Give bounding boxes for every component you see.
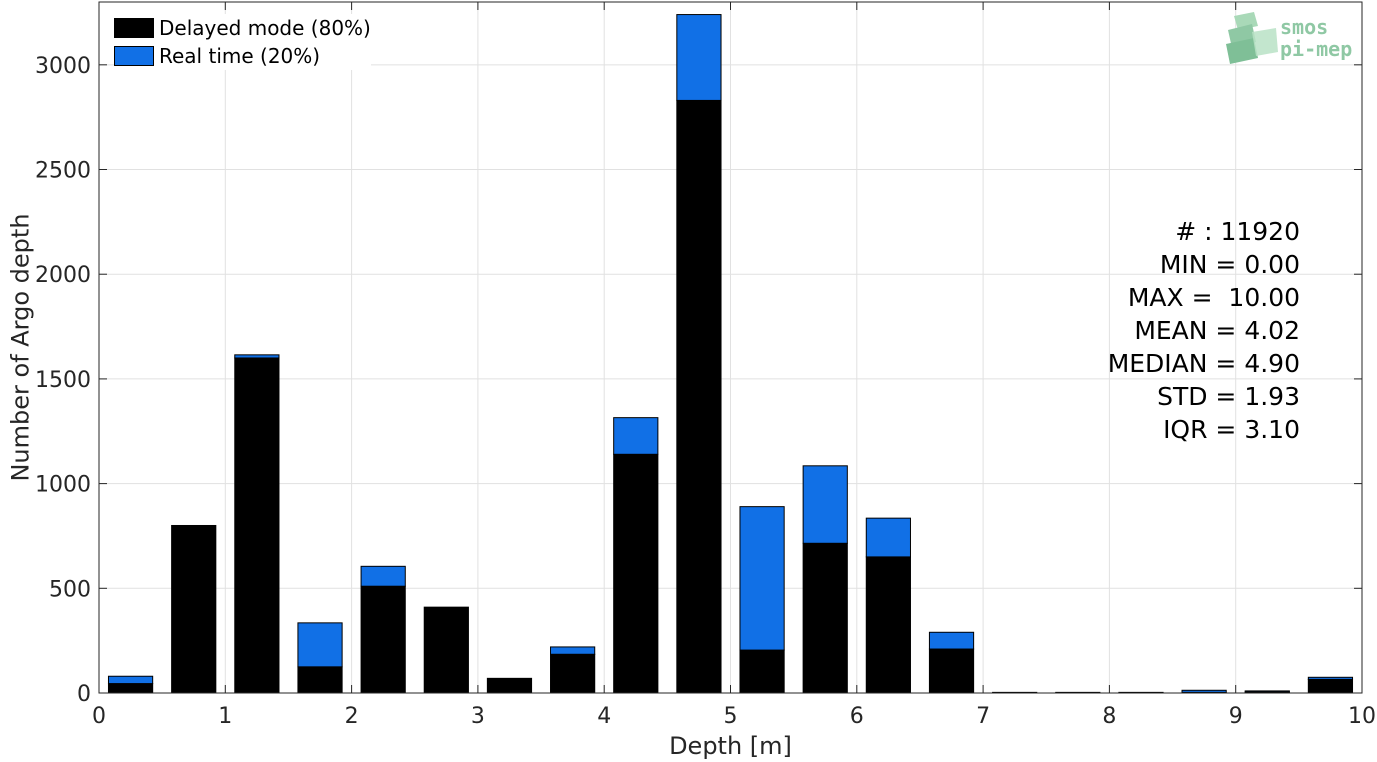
statistics-box: # : 11920 MIN = 0.00 MAX = 10.00 MEAN = … xyxy=(1108,215,1300,446)
stat-min: MIN = 0.00 xyxy=(1159,250,1300,279)
bar-delayed-mode xyxy=(360,585,406,694)
legend-swatch-delayed xyxy=(114,18,154,38)
y-tick-label: 1500 xyxy=(35,368,91,393)
bar-real-time xyxy=(1244,690,1290,693)
bar-delayed-mode xyxy=(613,453,659,694)
x-axis-label: Depth [m] xyxy=(669,732,792,760)
x-tick-label: 0 xyxy=(92,704,106,729)
x-tick-label: 3 xyxy=(471,704,485,729)
y-tick-label: 1000 xyxy=(35,473,91,498)
stat-median: MEDIAN = 4.90 xyxy=(1107,349,1300,378)
bar-delayed-mode xyxy=(297,666,343,694)
bar-real-time xyxy=(360,565,406,587)
bar-real-time xyxy=(739,506,785,651)
bar-delayed-mode xyxy=(739,649,785,694)
stat-max: MAX = 10.00 xyxy=(1127,283,1300,312)
bar-delayed-mode xyxy=(1307,678,1354,694)
y-tick-label: 3000 xyxy=(35,54,91,79)
legend-swatch-realtime xyxy=(114,46,154,66)
bar-delayed-mode xyxy=(107,683,154,694)
bar-real-time xyxy=(1307,676,1354,680)
bar-delayed-mode xyxy=(486,677,533,694)
bar-delayed-mode xyxy=(865,556,911,694)
y-axis-label: Number of Argo depth xyxy=(6,213,34,481)
legend: Delayed mode (80%) Real time (20%) xyxy=(114,14,371,70)
stat-mean: MEAN = 4.02 xyxy=(1134,316,1300,345)
bars xyxy=(107,14,1354,694)
bar-real-time xyxy=(297,622,343,668)
bar-delayed-mode xyxy=(676,99,722,694)
x-tick-label: 9 xyxy=(1229,704,1243,729)
y-tick-label: 500 xyxy=(49,577,91,602)
bar-delayed-mode xyxy=(234,357,280,694)
axis-ticks: 0 1 2 3 4 5 6 7 8 9 10 0 500 1000 1500 2000 2500 3000 xyxy=(35,2,1376,729)
x-tick-label: 2 xyxy=(345,704,359,729)
legend-label-delayed: Delayed mode (80%) xyxy=(159,16,371,40)
bar-real-time xyxy=(802,465,848,544)
bar-real-time xyxy=(1181,689,1227,693)
bar-real-time xyxy=(928,631,975,650)
bar-delayed-mode xyxy=(802,542,848,694)
x-tick-label: 5 xyxy=(724,704,738,729)
x-tick-label: 7 xyxy=(976,704,990,729)
bar-delayed-mode xyxy=(171,524,217,694)
x-tick-label: 8 xyxy=(1102,704,1116,729)
x-tick-label: 10 xyxy=(1348,704,1376,729)
y-tick-label: 0 xyxy=(77,682,91,707)
bar-real-time xyxy=(234,354,280,359)
smos-pi-mep-logo: smos pi-mep xyxy=(1224,12,1364,66)
y-tick-label: 2000 xyxy=(35,263,91,288)
bar-real-time xyxy=(613,417,659,455)
bar-real-time xyxy=(550,646,596,655)
bar-delayed-mode xyxy=(928,648,975,694)
legend-item-delayed: Delayed mode (80%) xyxy=(114,14,371,42)
stat-iqr: IQR = 3.10 xyxy=(1163,415,1300,444)
bar-delayed-mode xyxy=(550,653,596,694)
y-tick-label: 2500 xyxy=(35,159,91,184)
x-tick-label: 1 xyxy=(218,704,232,729)
logo-icon xyxy=(1226,12,1278,64)
logo-text-smos: smos xyxy=(1280,15,1329,39)
bar-delayed-mode xyxy=(423,606,469,694)
legend-item-realtime: Real time (20%) xyxy=(114,42,371,70)
bar-real-time xyxy=(107,675,154,685)
x-tick-label: 4 xyxy=(597,704,611,729)
stat-std: STD = 1.93 xyxy=(1157,382,1300,411)
legend-label-realtime: Real time (20%) xyxy=(159,44,321,68)
bar-real-time xyxy=(676,14,722,101)
bar-real-time xyxy=(865,517,911,558)
x-tick-label: 6 xyxy=(850,704,864,729)
stat-count: # : 11920 xyxy=(1175,217,1300,246)
logo-text-pimep: pi-mep xyxy=(1280,37,1353,61)
